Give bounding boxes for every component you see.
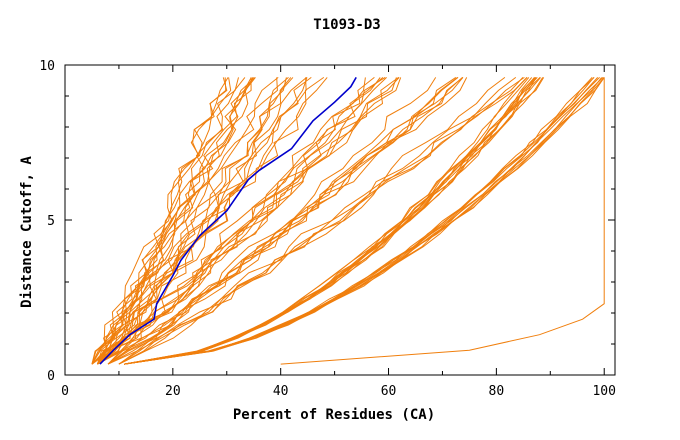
model-curve	[97, 77, 397, 365]
model-curve	[107, 77, 458, 365]
model-curve	[97, 77, 294, 365]
model-curve	[97, 76, 312, 365]
model-curve	[97, 76, 399, 365]
model-curve	[97, 77, 307, 365]
model-curve	[91, 77, 229, 365]
x-tick-label: 100	[592, 384, 615, 399]
model-curve	[118, 77, 517, 365]
y-tick-label: 5	[47, 214, 55, 229]
x-tick-label: 20	[165, 384, 181, 399]
model-curve	[124, 77, 600, 365]
y-tick-label: 10	[39, 59, 55, 74]
y-axis-label: Distance Cutoff, A	[19, 156, 35, 308]
model-curve	[96, 77, 328, 365]
model-curve	[91, 77, 227, 365]
model-curve	[91, 77, 239, 365]
model-curve	[91, 77, 232, 365]
y-axis-ticks: 0 5 10	[39, 59, 615, 384]
model-curve	[97, 77, 400, 365]
model-curve	[107, 77, 468, 365]
highlight-curve	[99, 76, 357, 365]
model-curve	[97, 77, 279, 365]
y-tick-label: 0	[47, 369, 55, 384]
plot-lines	[91, 76, 605, 365]
model-curve	[107, 77, 459, 365]
model-curve	[97, 77, 384, 365]
x-tick-label: 40	[273, 384, 289, 399]
model-curve	[124, 77, 545, 365]
model-curve	[118, 76, 525, 365]
model-curve	[97, 76, 386, 365]
model-curve	[96, 77, 307, 365]
x-axis-label: Percent of Residues (CA)	[233, 407, 435, 423]
x-tick-label: 60	[381, 384, 397, 399]
model-curve	[124, 77, 533, 365]
x-tick-label: 80	[489, 384, 505, 399]
model-curve	[96, 76, 325, 365]
model-curve	[96, 77, 289, 365]
x-axis-ticks: 0 20 40 60 80 100	[61, 65, 616, 399]
chart-title: T1093-D3	[313, 17, 380, 33]
model-curve	[124, 77, 605, 365]
x-tick-label: 0	[61, 384, 69, 399]
model-curve	[91, 77, 256, 365]
model-curve	[124, 77, 605, 365]
model-curve	[118, 77, 506, 365]
model-curve	[124, 77, 605, 365]
model-curve	[124, 77, 602, 365]
model-curve	[124, 77, 604, 365]
model-curve	[124, 77, 541, 365]
model-curve	[118, 77, 524, 365]
model-curve	[280, 77, 605, 365]
